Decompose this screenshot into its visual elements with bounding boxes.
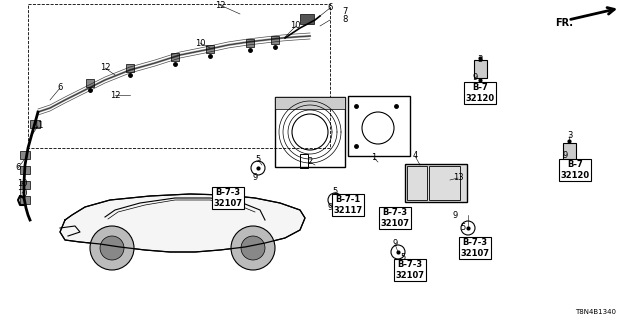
Text: 13: 13 <box>452 173 463 182</box>
Text: 3: 3 <box>567 132 573 140</box>
Bar <box>407 166 427 200</box>
Bar <box>20 166 30 174</box>
Text: 7: 7 <box>342 7 348 17</box>
Bar <box>275 97 345 109</box>
Text: 10: 10 <box>17 180 28 188</box>
Text: 6: 6 <box>58 84 63 92</box>
Text: B-7-3
32107: B-7-3 32107 <box>214 188 243 208</box>
Text: 12: 12 <box>109 91 120 100</box>
Text: 9: 9 <box>392 239 397 249</box>
Text: 6: 6 <box>327 4 333 12</box>
Bar <box>206 45 214 53</box>
Bar <box>405 164 467 202</box>
Text: 4: 4 <box>412 151 418 161</box>
Text: B-7
32120: B-7 32120 <box>465 83 495 103</box>
Bar <box>20 196 30 204</box>
Text: 9: 9 <box>563 150 568 159</box>
Text: 1: 1 <box>371 154 376 163</box>
Bar <box>171 53 179 61</box>
Bar <box>300 154 308 168</box>
Text: 10: 10 <box>195 38 205 47</box>
Bar <box>126 64 134 72</box>
Text: FR.: FR. <box>555 18 573 28</box>
Text: B-7
32120: B-7 32120 <box>561 160 589 180</box>
Text: 5: 5 <box>255 156 260 164</box>
Text: 11: 11 <box>33 122 44 131</box>
Text: 2: 2 <box>307 157 312 166</box>
Bar <box>20 181 30 189</box>
Bar <box>429 166 460 200</box>
Text: 3: 3 <box>477 55 483 65</box>
Text: 9: 9 <box>452 211 458 220</box>
Bar <box>474 60 487 78</box>
Text: 9: 9 <box>328 204 333 212</box>
Text: 5: 5 <box>460 223 466 233</box>
Circle shape <box>241 236 265 260</box>
Bar <box>275 97 345 167</box>
Bar <box>246 39 254 47</box>
Text: 12: 12 <box>100 63 110 73</box>
Bar <box>271 36 279 44</box>
Text: B-7-3
32107: B-7-3 32107 <box>396 260 424 280</box>
Bar <box>28 4 330 148</box>
Text: 5: 5 <box>332 188 338 196</box>
Text: 10: 10 <box>17 188 28 197</box>
Bar <box>348 96 410 156</box>
Text: B-7-3
32107: B-7-3 32107 <box>381 208 410 228</box>
Bar <box>300 14 314 24</box>
Text: B-7-3
32107: B-7-3 32107 <box>461 238 490 258</box>
Text: 12: 12 <box>215 1 225 10</box>
Bar <box>20 151 30 159</box>
Text: 5: 5 <box>401 252 406 261</box>
Text: T8N4B1340: T8N4B1340 <box>575 309 616 315</box>
Text: 8: 8 <box>342 15 348 25</box>
Circle shape <box>90 226 134 270</box>
Polygon shape <box>60 194 305 252</box>
Text: B-7-1
32117: B-7-1 32117 <box>333 195 363 215</box>
Text: 6: 6 <box>15 164 20 172</box>
Circle shape <box>100 236 124 260</box>
Text: 9: 9 <box>472 74 477 83</box>
Bar <box>30 120 40 128</box>
Text: 9: 9 <box>252 173 258 182</box>
Bar <box>563 143 576 161</box>
Bar <box>86 79 94 87</box>
Text: 10: 10 <box>290 21 300 30</box>
Circle shape <box>231 226 275 270</box>
